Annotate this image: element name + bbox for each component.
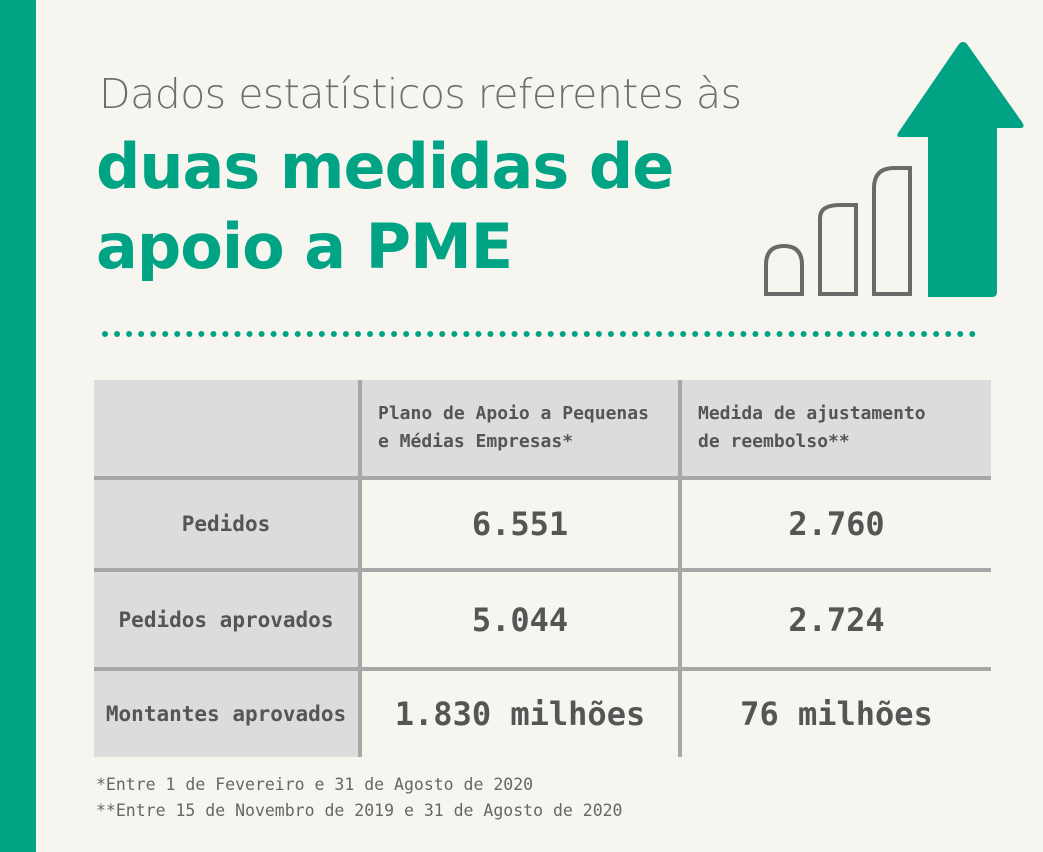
cell-pedidos-ajustamento: 2.760	[680, 476, 991, 570]
column-header-plano-apoio: Plano de Apoio a Pequenas e Médias Empre…	[360, 380, 682, 478]
cell-aprovados-plano: 5.044	[360, 568, 682, 669]
growth-bars-arrow-icon	[764, 42, 1024, 297]
bar-small-icon	[764, 243, 804, 296]
cell-aprovados-ajustamento: 2.724	[680, 568, 991, 669]
row-label-pedidos-aprovados: Pedidos aprovados	[94, 568, 362, 669]
cell-montantes-plano: 1.830 milhões	[360, 667, 682, 757]
side-accent-bar	[0, 0, 36, 852]
arrow-up-icon	[897, 42, 1024, 297]
dotted-divider	[102, 331, 976, 337]
title-line-2: duas medidas de	[96, 130, 674, 203]
table-header-row: Plano de Apoio a Pequenas e Médias Empre…	[94, 380, 991, 478]
footnote-1: *Entre 1 de Fevereiro e 31 de Agosto de …	[96, 775, 534, 794]
bar-medium-icon	[818, 203, 858, 296]
statistics-table: Plano de Apoio a Pequenas e Médias Empre…	[94, 380, 991, 757]
table-row: Pedidos 6.551 2.760	[94, 476, 991, 570]
cell-montantes-ajustamento: 76 milhões	[680, 667, 991, 757]
bar-tall-icon	[872, 166, 912, 296]
column-header-line: Medida de ajustamento	[698, 403, 926, 424]
title-line-3: apoio a PME	[96, 210, 513, 283]
table-row: Pedidos aprovados 5.044 2.724	[94, 568, 991, 669]
title-line-1: Dados estatísticos referentes às	[99, 70, 742, 118]
footnote-2: **Entre 15 de Novembro de 2019 e 31 de A…	[96, 801, 623, 820]
header-empty-cell	[94, 380, 362, 478]
column-header-line: de reembolso**	[698, 431, 850, 452]
table-row: Montantes aprovados 1.830 milhões 76 mil…	[94, 667, 991, 757]
column-header-line: e Médias Empresas*	[378, 431, 574, 452]
row-label-montantes-aprovados: Montantes aprovados	[94, 667, 362, 757]
row-label-pedidos: Pedidos	[94, 476, 362, 570]
cell-pedidos-plano: 6.551	[360, 476, 682, 570]
column-header-ajustamento: Medida de ajustamento de reembolso**	[680, 380, 991, 478]
column-header-line: Plano de Apoio a Pequenas	[378, 403, 649, 424]
